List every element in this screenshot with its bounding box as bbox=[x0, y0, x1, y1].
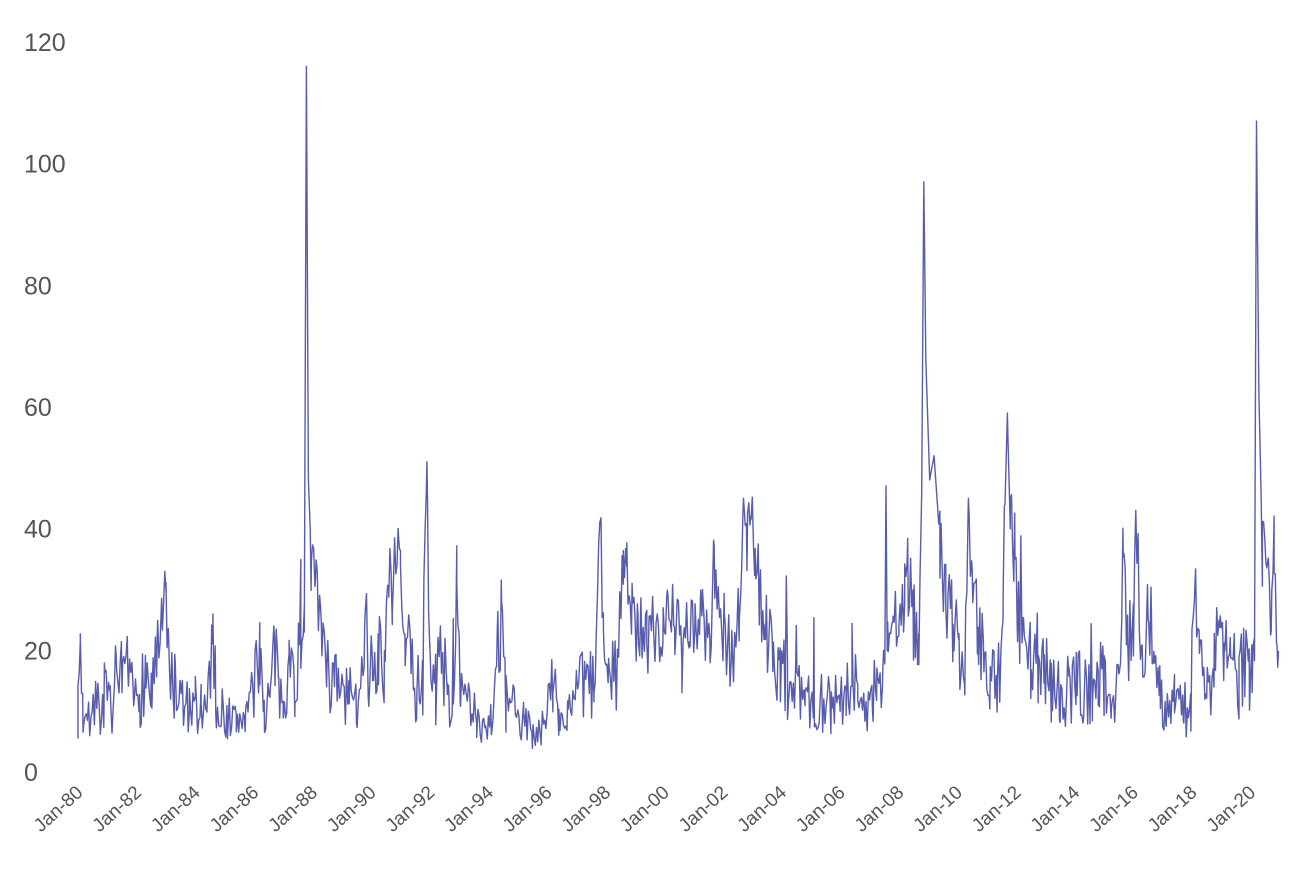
x-tick-label: Jan-14 bbox=[1027, 782, 1085, 837]
x-tick-label: Jan-96 bbox=[499, 782, 556, 836]
y-tick-label: 100 bbox=[24, 151, 66, 179]
x-tick-label: Jan-84 bbox=[147, 782, 205, 837]
x-tick-label: Jan-12 bbox=[968, 782, 1025, 836]
x-tick-label: Jan-02 bbox=[675, 782, 732, 836]
x-tick-label: Jan-10 bbox=[910, 782, 967, 836]
x-tick-label: Jan-86 bbox=[206, 782, 263, 836]
series-line bbox=[77, 65, 1280, 750]
y-tick-label: 0 bbox=[24, 759, 38, 787]
x-tick-label: Jan-06 bbox=[792, 782, 849, 836]
x-tick-label: Jan-20 bbox=[1203, 782, 1260, 836]
x-tick-label: Jan-16 bbox=[1086, 782, 1143, 836]
y-tick-label: 80 bbox=[24, 272, 52, 300]
x-tick-label: Jan-00 bbox=[616, 782, 673, 836]
x-tick-label: Jan-98 bbox=[558, 782, 615, 836]
x-tick-label: Jan-08 bbox=[851, 782, 908, 836]
y-tick-label: 60 bbox=[24, 394, 52, 422]
x-tick-label: Jan-04 bbox=[734, 782, 792, 837]
y-tick-label: 40 bbox=[24, 516, 52, 544]
x-tick-label: Jan-88 bbox=[265, 782, 322, 836]
x-tick-label: Jan-94 bbox=[441, 782, 499, 837]
x-tick-label: Jan-92 bbox=[382, 782, 439, 836]
y-tick-label: 120 bbox=[24, 29, 66, 57]
x-tick-label: Jan-90 bbox=[323, 782, 380, 836]
x-tick-label: Jan-18 bbox=[1144, 782, 1201, 836]
x-tick-label: Jan-80 bbox=[30, 782, 87, 836]
x-tick-label: Jan-82 bbox=[89, 782, 146, 836]
y-tick-label: 20 bbox=[24, 637, 52, 665]
